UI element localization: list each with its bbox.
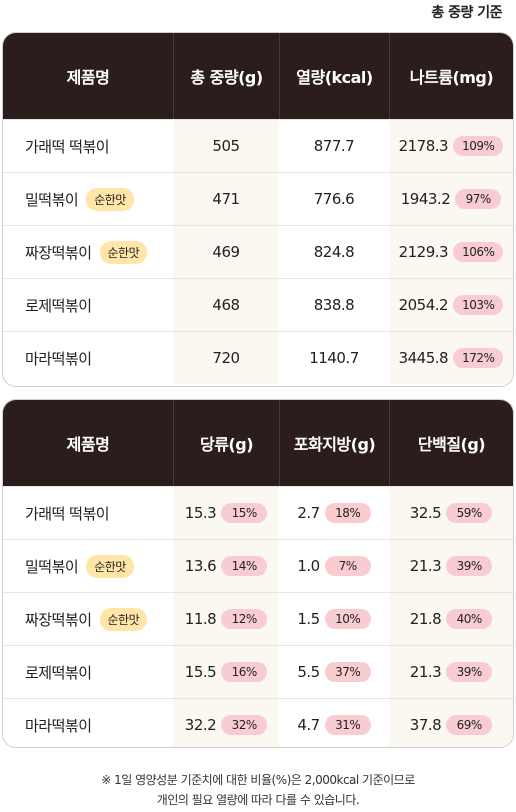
table-row: 짜장떡볶이 순한맛 469 824.8 2129.3 106% xyxy=(3,225,513,278)
sugar-percent-badge: 16% xyxy=(221,662,268,682)
table-row: 밀떡볶이 순한맛 13.6 14% 1.0 7% 21.3 39% xyxy=(3,539,513,592)
sodium-value: 2129.3 xyxy=(398,243,449,261)
header-saturated-fat: 포화지방(g) xyxy=(279,400,389,486)
header-sugar: 당류(g) xyxy=(173,400,279,486)
header-total-weight: 총 중량(g) xyxy=(173,33,279,119)
sugar-percent-badge: 12% xyxy=(221,609,268,629)
sugar-percent-badge: 15% xyxy=(221,503,268,523)
product-name: 짜장떡볶이 xyxy=(25,610,92,629)
table-row: 짜장떡볶이 순한맛 11.8 12% 1.5 10% 21.8 40% xyxy=(3,592,513,645)
flavor-tag: 순한맛 xyxy=(86,554,134,578)
product-name: 짜장떡볶이 xyxy=(25,243,92,262)
sugar-value: 15.5 xyxy=(184,663,217,681)
header-product-name: 제품명 xyxy=(66,68,110,87)
flavor-tag: 순한맛 xyxy=(86,187,134,211)
nutrition-table-2: 제품명 당류(g) 포화지방(g) 단백질(g) 가래떡 떡볶이 15.3 15%… xyxy=(2,399,514,748)
protein-value: 21.3 xyxy=(409,663,442,681)
sodium-percent-badge: 103% xyxy=(453,295,504,315)
kcal-value: 1140.7 xyxy=(309,349,359,367)
satfat-percent-badge: 31% xyxy=(324,715,371,735)
sodium-value: 2178.3 xyxy=(398,137,449,155)
sodium-percent-badge: 109% xyxy=(453,136,504,156)
basis-label: 총 중량 기준 xyxy=(431,5,502,21)
satfat-value: 5.5 xyxy=(297,663,320,681)
sugar-percent-badge: 32% xyxy=(221,715,268,735)
header-calories: 열량(kcal) xyxy=(279,33,389,119)
kcal-value: 838.8 xyxy=(313,296,355,314)
product-name: 마라떡볶이 xyxy=(25,716,92,735)
table-header: 제품명 총 중량(g) 열량(kcal) 나트륨(mg) xyxy=(3,33,513,119)
table-row: 가래떡 떡볶이 15.3 15% 2.7 18% 32.5 59% xyxy=(3,486,513,539)
sugar-value: 32.2 xyxy=(184,716,217,734)
sodium-percent-badge: 97% xyxy=(455,189,502,209)
product-name: 가래떡 떡볶이 xyxy=(25,137,110,156)
sodium-value: 3445.8 xyxy=(398,349,449,367)
table-header: 제품명 당류(g) 포화지방(g) 단백질(g) xyxy=(3,400,513,486)
kcal-value: 824.8 xyxy=(313,243,355,261)
table-row: 마라떡볶이 32.2 32% 4.7 31% 37.8 69% xyxy=(3,698,513,747)
footnote-line-2: 개인의 필요 열량에 따라 다를 수 있습니다. xyxy=(156,793,360,807)
protein-percent-badge: 40% xyxy=(446,609,493,629)
sugar-value: 11.8 xyxy=(184,610,217,628)
satfat-percent-badge: 37% xyxy=(324,662,371,682)
protein-value: 37.8 xyxy=(409,716,442,734)
protein-percent-badge: 39% xyxy=(446,556,493,576)
weight-value: 720 xyxy=(173,332,279,384)
protein-percent-badge: 39% xyxy=(446,662,493,682)
protein-percent-badge: 69% xyxy=(446,715,493,735)
satfat-value: 1.5 xyxy=(297,610,320,628)
protein-value: 32.5 xyxy=(409,504,442,522)
kcal-value: 776.6 xyxy=(313,190,355,208)
flavor-tag: 순한맛 xyxy=(99,240,148,264)
weight-value: 468 xyxy=(173,279,279,331)
satfat-percent-badge: 10% xyxy=(324,609,371,629)
product-name: 밀떡볶이 xyxy=(25,190,79,209)
protein-percent-badge: 59% xyxy=(446,503,493,523)
footnote-line-1: ※ 1일 영양성분 기준치에 대한 비율(%)은 2,000kcal 기준이므로 xyxy=(101,773,415,787)
satfat-percent-badge: 7% xyxy=(324,556,371,576)
weight-value: 469 xyxy=(173,226,279,278)
sugar-value: 13.6 xyxy=(184,557,217,575)
table-row: 마라떡볶이 720 1140.7 3445.8 172% xyxy=(3,331,513,384)
weight-value: 505 xyxy=(173,120,279,172)
sugar-percent-badge: 14% xyxy=(221,556,268,576)
product-name: 로제떡볶이 xyxy=(25,663,92,682)
flavor-tag: 순한맛 xyxy=(99,607,148,631)
product-name: 마라떡볶이 xyxy=(25,349,92,368)
table-row: 밀떡볶이 순한맛 471 776.6 1943.2 97% xyxy=(3,172,513,225)
satfat-value: 1.0 xyxy=(297,557,320,575)
satfat-percent-badge: 18% xyxy=(324,503,371,523)
satfat-value: 4.7 xyxy=(297,716,320,734)
sodium-value: 2054.2 xyxy=(398,296,449,314)
sodium-value: 1943.2 xyxy=(400,190,451,208)
protein-value: 21.3 xyxy=(409,557,442,575)
header-sodium: 나트륨(mg) xyxy=(389,33,513,119)
table-row: 로제떡볶이 15.5 16% 5.5 37% 21.3 39% xyxy=(3,645,513,698)
table-row: 로제떡볶이 468 838.8 2054.2 103% xyxy=(3,278,513,331)
kcal-value: 877.7 xyxy=(313,137,355,155)
sugar-value: 15.3 xyxy=(184,504,217,522)
product-name: 가래떡 떡볶이 xyxy=(25,504,110,523)
product-name: 밀떡볶이 xyxy=(25,557,79,576)
nutrition-table-1: 제품명 총 중량(g) 열량(kcal) 나트륨(mg) 가래떡 떡볶이 505… xyxy=(2,32,514,387)
satfat-value: 2.7 xyxy=(297,504,320,522)
footnote: ※ 1일 영양성분 기준치에 대한 비율(%)은 2,000kcal 기준이므로… xyxy=(0,770,516,810)
header-product-name: 제품명 xyxy=(66,435,110,454)
table-row: 가래떡 떡볶이 505 877.7 2178.3 109% xyxy=(3,119,513,172)
protein-value: 21.8 xyxy=(409,610,442,628)
header-protein: 단백질(g) xyxy=(389,400,513,486)
weight-value: 471 xyxy=(173,173,279,225)
sodium-percent-badge: 172% xyxy=(453,348,504,368)
sodium-percent-badge: 106% xyxy=(453,242,504,262)
product-name: 로제떡볶이 xyxy=(25,296,92,315)
